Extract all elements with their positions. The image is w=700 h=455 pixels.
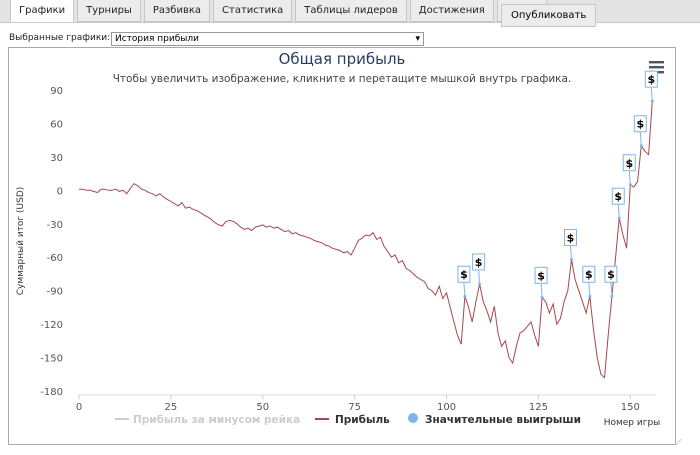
big-win-marker: $ [457,265,471,298]
marker-point [617,216,621,220]
marker-flag [457,265,471,283]
y-tick-label: -60 [47,253,63,264]
legend-label[interactable]: Прибыль за минусом рейка [133,414,300,426]
chart: Общая прибыль Чтобы увеличить изображени… [16,50,664,428]
marker-leader [628,170,631,185]
marker-point [569,257,573,261]
tab[interactable]: Статистика [213,0,293,22]
big-win-marker: $ [604,265,618,298]
x-axis-title: Номер игры [604,418,661,428]
chart-subtitle: Чтобы увеличить изображение, кликните и … [113,73,572,85]
marker-flag [633,115,647,133]
marker-label: $ [636,118,644,131]
marker-flag [534,266,548,284]
marker-label: $ [585,268,593,281]
marker-label: $ [625,157,633,170]
big-win-marker: $ [534,266,548,299]
chart-container: Общая прибыль Чтобы увеличить изображени… [8,47,676,445]
chart-selector[interactable]: История прибыли ▾ [111,32,424,46]
marker-leader [463,282,466,297]
big-win-marker: $ [644,70,658,103]
tabs: Графики Турниры Разбивка Статистика Таблицы … [10,0,548,22]
y-tick-label: 90 [50,86,63,97]
marker-flag [472,253,486,271]
marker-label: $ [537,269,545,282]
x-tick-label: 25 [165,402,178,413]
marker-leader [569,245,572,260]
marker-leader [478,269,481,285]
marker-flag [622,154,636,172]
big-win-marker: $ [633,115,647,148]
marker-point [610,294,614,298]
marker-label: $ [475,256,483,269]
x-tick-label: 125 [529,402,548,413]
marker-point [628,183,632,187]
x-tick-label: 50 [256,402,269,413]
marker-leader [588,282,591,297]
x-tick-label: 150 [621,402,640,413]
marker-leader [610,282,613,297]
marker-point [639,144,643,148]
tab[interactable]: Графики [10,0,75,22]
y-tick-label: 0 [57,186,63,197]
tab[interactable]: Достижения [409,0,494,22]
marker-flag [611,187,625,205]
publish-button[interactable]: Опубликовать [501,4,597,27]
marker-label: $ [607,268,615,281]
x-tick-label: 75 [348,402,361,413]
legend-label[interactable]: Значительные выигрыши [425,414,581,426]
x-tick-label: 0 [76,402,82,413]
tab[interactable]: Турниры [77,0,141,22]
marker-leader [617,204,620,219]
marker-leader [639,131,642,146]
marker-label: $ [567,231,575,244]
profit-line [79,101,653,379]
marker-leader [540,283,543,298]
y-axis-title: Суммарный итог (USD) [16,187,26,296]
marker-label: $ [460,268,468,281]
marker-flag [563,228,577,246]
resize-handle[interactable]: ⟋ [676,438,682,447]
y-tick-label: -180 [40,387,63,398]
y-tick-label: -30 [47,220,63,231]
marker-point [588,294,592,298]
tab[interactable]: Разбивка [143,0,211,22]
marker-flag [582,265,596,283]
big-win-marker: $ [563,228,577,261]
big-win-marker: $ [472,253,486,286]
marker-point [463,294,467,298]
marker-leader [650,87,653,102]
x-tick-label: 100 [437,402,456,413]
legend-symbol [408,413,418,423]
marker-point [650,99,654,103]
marker-label: $ [647,73,655,86]
chart-title: Общая прибыль [279,50,406,68]
marker-point [540,295,544,299]
y-tick-label: -120 [40,320,63,331]
big-win-marker: $ [611,187,625,220]
marker-flag [604,265,618,283]
y-tick-label: -90 [47,287,63,298]
marker-point [478,282,482,286]
big-win-marker: $ [582,265,596,298]
legend-label[interactable]: Прибыль [335,414,390,426]
selector-label: Выбранные графики: [9,33,111,43]
tab[interactable]: Таблицы лидеров [295,0,407,22]
y-tick-label: 60 [50,119,63,130]
big-win-marker: $ [622,154,636,187]
y-tick-label: -150 [40,354,63,365]
y-tick-label: 30 [50,153,63,164]
marker-label: $ [614,190,622,203]
marker-flag [644,70,658,88]
